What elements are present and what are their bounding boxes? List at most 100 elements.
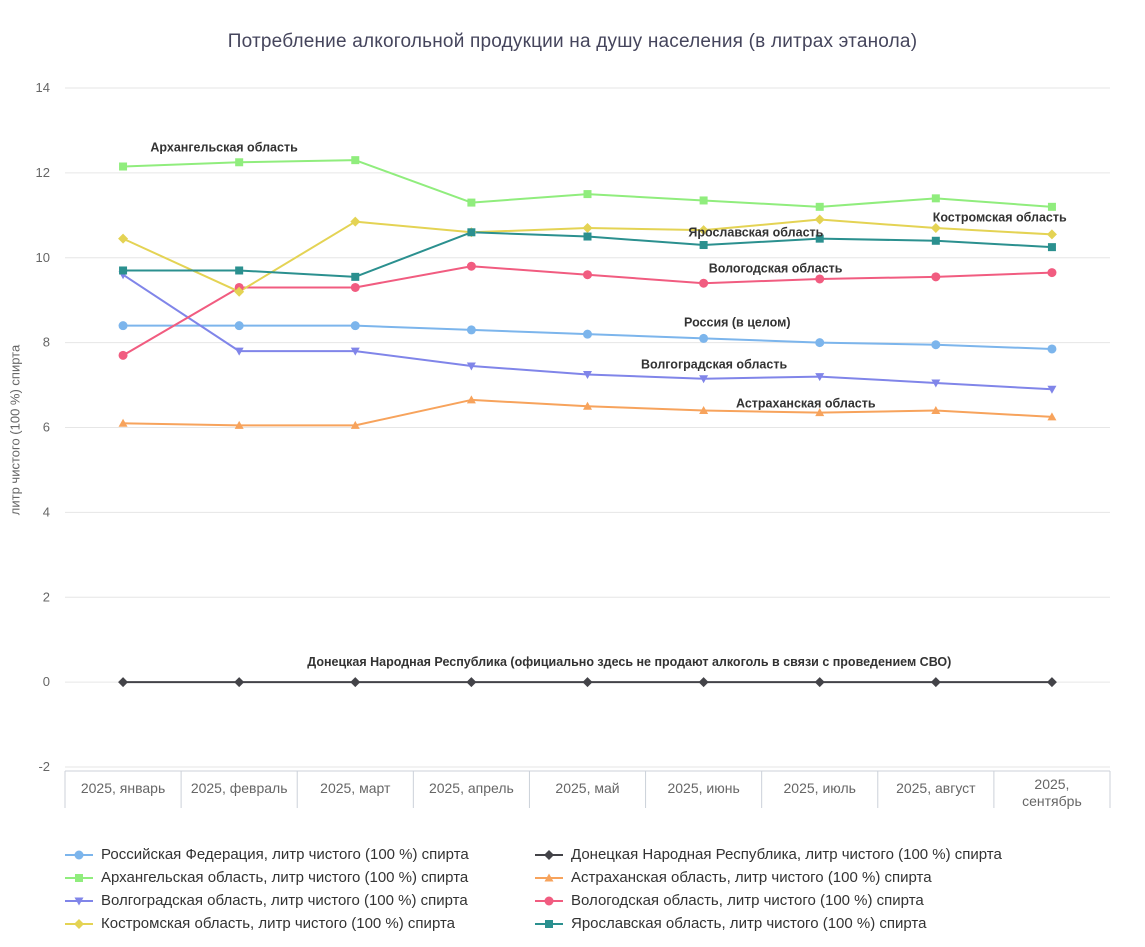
y-tick-label: 12	[36, 165, 50, 180]
data-point-diamond[interactable]	[1046, 229, 1057, 240]
data-point-triangle-down[interactable]	[931, 379, 941, 388]
data-point-square[interactable]	[351, 156, 360, 165]
data-point-triangle-down[interactable]	[815, 373, 825, 382]
data-point-square[interactable]	[699, 196, 708, 205]
y-tick-label: 0	[43, 674, 50, 689]
data-point-circle[interactable]	[931, 340, 941, 350]
data-point-diamond[interactable]	[234, 286, 245, 297]
data-point-circle[interactable]	[815, 274, 825, 284]
data-point-square[interactable]	[583, 190, 592, 199]
data-point-square[interactable]	[235, 158, 244, 167]
y-tick-label: 8	[43, 335, 50, 350]
data-point-triangle-down[interactable]	[583, 370, 592, 379]
legend-item[interactable]: Костромская область, литр чистого (100 %…	[64, 915, 534, 932]
data-point-diamond[interactable]	[582, 223, 593, 234]
data-point-triangle[interactable]	[1047, 412, 1057, 421]
data-point-circle[interactable]	[583, 329, 592, 339]
legend-item[interactable]: Донецкая Народная Республика, литр чисто…	[534, 846, 1004, 863]
legend-item[interactable]: Ярославская область, литр чистого (100 %…	[534, 915, 1004, 932]
data-point-diamond[interactable]	[582, 677, 593, 688]
data-point-diamond[interactable]	[930, 223, 941, 234]
data-point-diamond[interactable]	[698, 225, 709, 236]
legend-item[interactable]: Вологодская область, литр чистого (100 %…	[534, 892, 1004, 909]
data-point-diamond[interactable]	[466, 677, 477, 688]
data-point-square[interactable]	[351, 272, 360, 281]
data-point-circle[interactable]	[699, 278, 709, 288]
data-point-circle[interactable]	[1047, 344, 1057, 354]
data-point-triangle[interactable]	[466, 395, 476, 404]
data-point-triangle[interactable]	[583, 401, 592, 410]
legend-item-label: Костромская область, литр чистого (100 %…	[101, 915, 455, 932]
data-point-circle[interactable]	[466, 325, 476, 335]
data-point-circle[interactable]	[815, 338, 825, 348]
data-point-circle	[544, 896, 554, 905]
legend-item[interactable]: Российская Федерация, литр чистого (100 …	[64, 846, 534, 863]
data-point-diamond[interactable]	[234, 677, 245, 688]
data-point-square[interactable]	[119, 162, 128, 171]
data-point-square[interactable]	[119, 266, 128, 275]
y-tick-label: 4	[43, 504, 50, 519]
data-point-circle[interactable]	[234, 321, 244, 331]
data-point-diamond[interactable]	[930, 677, 941, 688]
legend-marker-icon	[535, 896, 563, 905]
data-point-triangle-down[interactable]	[1047, 385, 1057, 394]
series-label: Архангельская область	[150, 140, 298, 154]
data-point-triangle[interactable]	[931, 406, 941, 415]
data-point-square[interactable]	[931, 236, 940, 245]
legend-item[interactable]: Архангельская область, литр чистого (100…	[64, 869, 534, 886]
data-point-diamond	[544, 849, 554, 860]
data-point-circle[interactable]	[699, 333, 709, 343]
data-point-triangle[interactable]	[234, 420, 244, 429]
data-point-square[interactable]	[1047, 243, 1056, 252]
data-point-triangle-down[interactable]	[350, 347, 360, 356]
data-point-triangle-down[interactable]	[699, 375, 709, 384]
data-point-circle[interactable]	[118, 350, 128, 360]
data-point-triangle-down[interactable]	[466, 362, 476, 371]
data-point-diamond[interactable]	[814, 677, 825, 688]
data-point-square[interactable]	[815, 234, 824, 243]
data-point-triangle[interactable]	[118, 418, 128, 427]
data-point-diamond[interactable]	[698, 677, 709, 688]
data-point-circle	[74, 850, 84, 859]
series-label: Донецкая Народная Республика (официально…	[307, 655, 951, 669]
legend-item[interactable]: Волгоградская область, литр чистого (100…	[64, 892, 534, 909]
x-tick-label: 2025, август	[896, 780, 976, 796]
legend-item-label: Астраханская область, литр чистого (100 …	[571, 869, 932, 886]
legend-item[interactable]: Астраханская область, литр чистого (100 …	[534, 869, 1004, 886]
data-point-triangle-down[interactable]	[234, 347, 244, 356]
legend-item-label: Российская Федерация, литр чистого (100 …	[101, 846, 469, 863]
series-label: Костромская область	[933, 210, 1067, 224]
data-point-diamond[interactable]	[350, 677, 361, 688]
data-point-square[interactable]	[467, 198, 476, 207]
x-tick-label: 2025, январь	[81, 780, 165, 796]
data-point-square[interactable]	[235, 266, 244, 275]
data-point-square	[545, 919, 553, 928]
data-point-triangle[interactable]	[350, 420, 360, 429]
data-point-circle[interactable]	[118, 321, 128, 331]
data-point-diamond[interactable]	[350, 216, 361, 227]
data-point-diamond[interactable]	[1046, 677, 1057, 688]
data-point-triangle-down	[74, 897, 84, 905]
data-point-circle[interactable]	[350, 321, 360, 331]
data-point-diamond[interactable]	[118, 677, 129, 688]
data-point-circle[interactable]	[931, 272, 941, 282]
data-point-square[interactable]	[1047, 202, 1056, 211]
data-point-square[interactable]	[467, 228, 476, 237]
data-point-square[interactable]	[815, 202, 824, 211]
series-label: Волгоградская область	[641, 358, 787, 372]
data-point-circle[interactable]	[583, 270, 592, 280]
y-tick-label: 14	[36, 80, 50, 95]
legend: Российская Федерация, литр чистого (100 …	[64, 846, 1004, 932]
data-point-square[interactable]	[699, 241, 708, 250]
data-point-circle[interactable]	[1047, 268, 1057, 278]
data-point-circle[interactable]	[350, 282, 360, 292]
data-point-triangle[interactable]	[815, 408, 825, 417]
data-point-diamond[interactable]	[118, 233, 129, 244]
data-point-triangle[interactable]	[699, 406, 709, 415]
data-point-square[interactable]	[583, 232, 592, 241]
legend-marker-icon	[65, 918, 93, 929]
data-point-square[interactable]	[931, 194, 940, 203]
data-point-circle[interactable]	[466, 261, 476, 271]
series-label: Россия (в целом)	[684, 316, 790, 330]
data-point-diamond[interactable]	[814, 214, 825, 225]
